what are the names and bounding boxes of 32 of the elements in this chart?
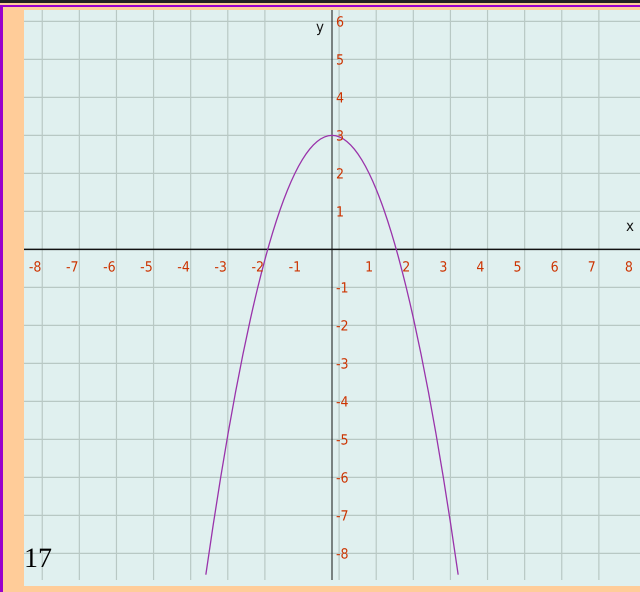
annotation: 17 bbox=[24, 543, 52, 575]
y-tick-label: -3 bbox=[336, 356, 349, 372]
y-tick-label: 6 bbox=[336, 14, 344, 30]
y-axis-title: y bbox=[316, 18, 324, 36]
y-tick-label: 2 bbox=[336, 166, 344, 182]
y-tick-label: -7 bbox=[336, 508, 349, 524]
x-axis-title: x bbox=[626, 217, 634, 236]
x-tick-label: -2 bbox=[252, 259, 264, 276]
y-tick-label: 5 bbox=[336, 52, 344, 68]
x-tick-label: -4 bbox=[177, 259, 190, 276]
x-tick-label: 5 bbox=[514, 259, 522, 276]
x-tick-label: 8 bbox=[624, 259, 633, 276]
x-tick-label: 4 bbox=[476, 259, 484, 276]
x-tick-label: -5 bbox=[140, 259, 153, 276]
x-tick-label: 2 bbox=[402, 259, 410, 276]
y-tick-label: -6 bbox=[336, 470, 349, 486]
x-tick-label: -6 bbox=[103, 259, 116, 276]
y-tick-label: 4 bbox=[336, 90, 344, 106]
y-tick-label: -2 bbox=[336, 318, 349, 334]
x-tick-label: 7 bbox=[588, 259, 596, 276]
x-tick-label: -1 bbox=[288, 259, 302, 276]
x-tick-label: 3 bbox=[439, 259, 448, 276]
y-tick-label: -1 bbox=[336, 280, 349, 296]
y-tick-label: -5 bbox=[336, 432, 349, 448]
x-tick-label: -3 bbox=[214, 259, 227, 276]
y-tick-label: -8 bbox=[336, 546, 349, 562]
x-tick-label: 6 bbox=[550, 259, 559, 276]
x-tick-label: 1 bbox=[365, 259, 374, 276]
x-tick-label: -8 bbox=[28, 259, 42, 276]
y-tick-label: 1 bbox=[336, 204, 344, 220]
y-tick-label: -4 bbox=[336, 394, 349, 410]
x-tick-label: -7 bbox=[66, 259, 79, 276]
